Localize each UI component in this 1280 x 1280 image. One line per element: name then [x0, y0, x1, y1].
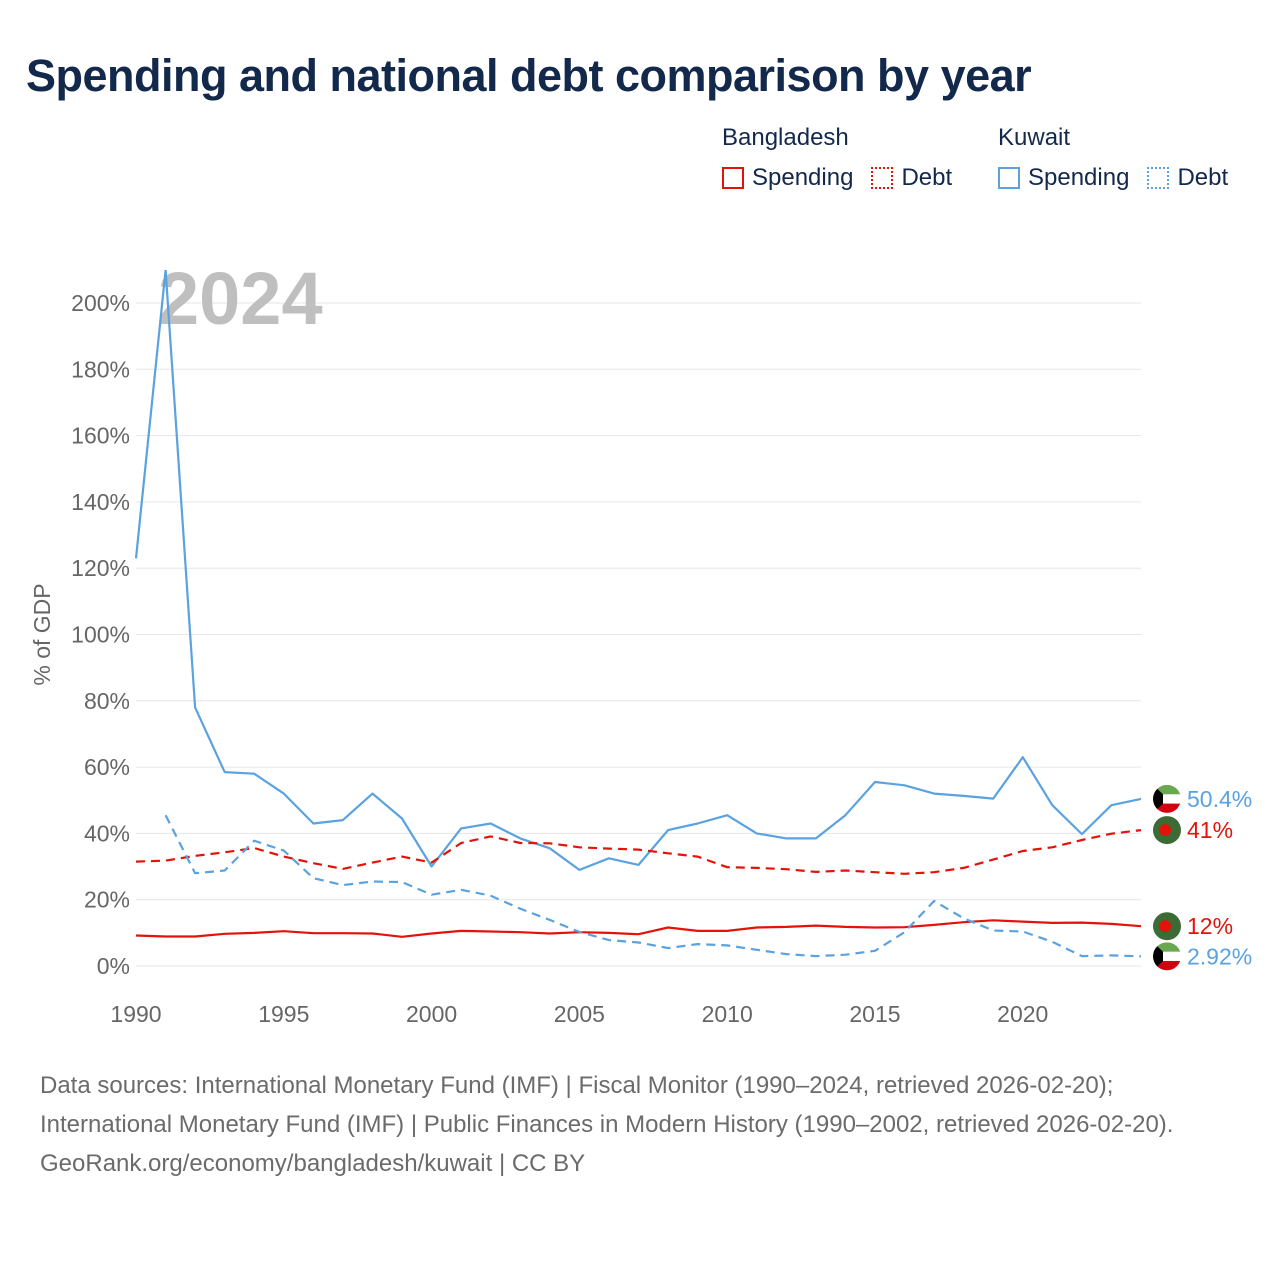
- legend-item-label: Spending: [1028, 164, 1130, 191]
- x-tick-label: 1995: [258, 1001, 309, 1027]
- y-axis-label: % of GDP: [29, 583, 55, 685]
- y-tick-label: 140%: [71, 489, 130, 515]
- y-tick-label: 120%: [71, 555, 130, 581]
- line-chart: 0% 20% 40% 60% 80% 100% 120% 140% 160% 180% 200% 19…: [29, 257, 1252, 1027]
- end-marker-bangladesh-flag-icon: [1153, 816, 1181, 845]
- legend-item-bangladesh-spending[interactable]: Spending: [722, 164, 853, 192]
- flag-disc: [1159, 920, 1171, 933]
- flag-band-red: [1153, 960, 1181, 971]
- end-value-label: 12%: [1187, 913, 1233, 939]
- footer: Data sources: International Monetary Fun…: [40, 1066, 1240, 1183]
- y-tick-label: 180%: [71, 356, 130, 382]
- series-line-bangladesh-spending[interactable]: [135, 919, 1142, 938]
- data-sources: Data sources: International Monetary Fun…: [40, 1072, 1174, 1138]
- end-marker-bangladesh-flag-icon: [1153, 912, 1181, 941]
- y-tick-label: 40%: [84, 820, 130, 846]
- flag-band-red: [1153, 803, 1181, 813]
- flag-disc: [1159, 824, 1171, 837]
- legend-item-bangladesh-debt[interactable]: Debt: [871, 164, 952, 192]
- legend-bangladesh: Bangladesh Spending Debt: [722, 124, 970, 192]
- y-tick-label: 80%: [84, 688, 130, 714]
- legend-group-title: Kuwait: [998, 124, 1071, 151]
- legend-kuwait: Kuwait Spending Debt: [998, 124, 1228, 192]
- flag-body: [1153, 942, 1181, 971]
- x-tick-label: 2010: [702, 1001, 753, 1027]
- flag-band-white: [1153, 794, 1181, 805]
- legend-swatch-dotted: [1147, 167, 1170, 189]
- x-tick-label: 2015: [849, 1001, 900, 1027]
- credit-link[interactable]: GeoRank.org/economy/bangladesh/kuwait | …: [40, 1150, 586, 1177]
- y-tick-label: 160%: [71, 423, 130, 449]
- legend-swatch-solid: [722, 167, 744, 189]
- legend-item-label: Debt: [901, 164, 953, 191]
- flag-band-green: [1153, 942, 1181, 953]
- y-tick-label: 60%: [84, 754, 130, 780]
- end-marker-kuwait-flag-icon: [1153, 942, 1181, 971]
- legend-item-label: Spending: [752, 164, 854, 191]
- legend-swatch-dotted: [871, 167, 894, 189]
- series-line-kuwait-spending[interactable]: [134, 270, 1142, 872]
- end-value-label: 2.92%: [1187, 943, 1252, 969]
- flag-trapezoid: [1153, 942, 1163, 971]
- flag-band-white: [1153, 951, 1181, 962]
- y-tick-label: 200%: [71, 290, 130, 316]
- x-tick-label: 1990: [110, 1001, 161, 1027]
- legend-item-label: Debt: [1177, 164, 1229, 191]
- y-tick-label: 100%: [71, 622, 130, 648]
- series-line-bangladesh-debt[interactable]: [135, 829, 1142, 875]
- flag-body: [1153, 784, 1181, 813]
- legend-item-kuwait-spending[interactable]: Spending: [998, 164, 1129, 192]
- legend-swatch-solid: [998, 167, 1020, 189]
- x-tick-label: 2005: [554, 1001, 605, 1027]
- y-tick-label: 20%: [84, 887, 130, 913]
- legend-item-kuwait-debt[interactable]: Debt: [1147, 164, 1228, 192]
- x-tick-label: 2020: [997, 1001, 1048, 1027]
- end-value-label: 41%: [1187, 817, 1233, 843]
- flag-band-green: [1153, 784, 1181, 795]
- end-value-label: 50.4%: [1187, 786, 1252, 812]
- x-tick-label: 2000: [406, 1001, 457, 1027]
- y-tick-label: 0%: [97, 953, 130, 979]
- end-marker-kuwait-flag-icon: [1153, 784, 1181, 813]
- year-overlay: 2024: [158, 257, 323, 340]
- flag-trapezoid: [1153, 784, 1163, 813]
- legend-group-title: Bangladesh: [722, 124, 849, 151]
- chart-title: Spending and national debt comparison by…: [26, 50, 1032, 101]
- series-line-kuwait-debt[interactable]: [164, 814, 1142, 958]
